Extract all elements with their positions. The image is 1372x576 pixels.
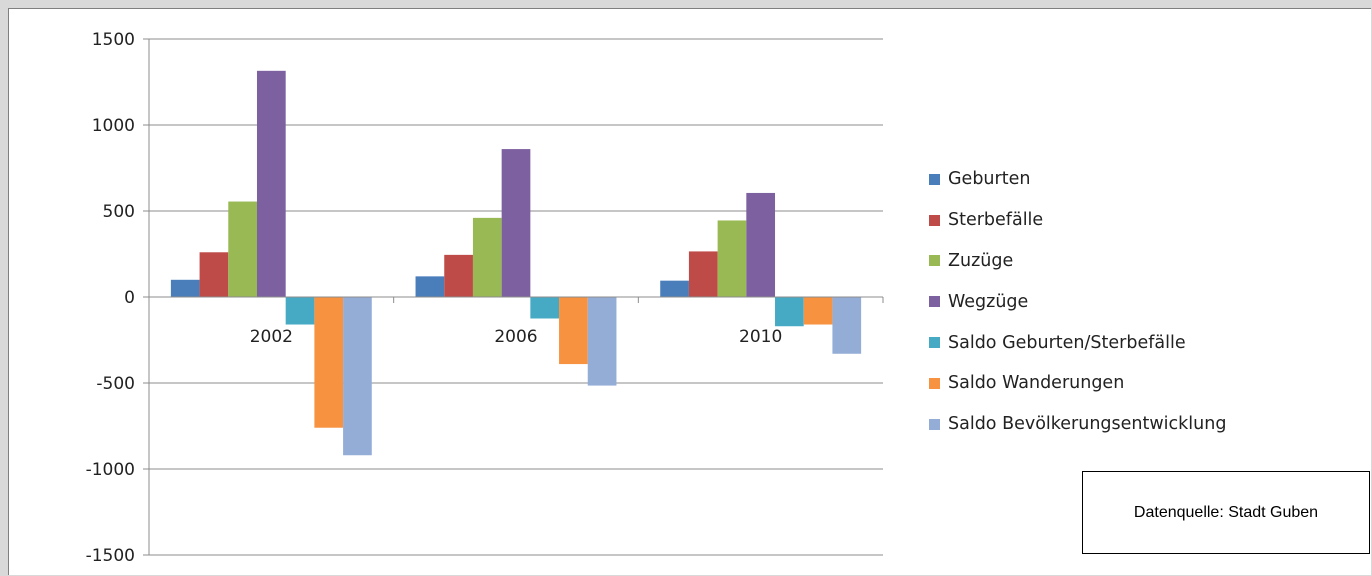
bar (803, 297, 833, 325)
bar (832, 297, 862, 354)
bar (314, 297, 344, 428)
legend-label: Wegzüge (948, 291, 1029, 312)
bar (256, 70, 286, 297)
x-category-label: 2002 (250, 327, 293, 347)
bar (199, 252, 229, 297)
source-note: Datenquelle: Stadt Guben (1133, 503, 1319, 521)
y-tick-label: -500 (96, 374, 135, 394)
bar (415, 276, 445, 297)
legend-label: Geburten (948, 169, 1031, 190)
bar (688, 251, 718, 297)
legend-label: Sterbefälle (948, 210, 1044, 231)
y-tick-label: 1000 (92, 116, 135, 136)
bar (444, 254, 473, 297)
legend-item: Saldo Geburten/Sterbefälle (929, 322, 1226, 363)
y-tick-label: -1000 (86, 460, 135, 480)
bar (285, 297, 315, 325)
bar (472, 217, 502, 297)
bar (228, 201, 257, 297)
bar (587, 297, 617, 386)
bar (343, 297, 372, 456)
bar (775, 297, 804, 327)
x-category-label: 2010 (739, 327, 782, 347)
bar (559, 297, 588, 365)
source-note-box: Datenquelle: Stadt Guben (1082, 471, 1370, 554)
bar (717, 220, 747, 297)
y-tick-label: -1500 (86, 546, 135, 566)
legend-label: Zuzüge (948, 250, 1014, 271)
axes (143, 38, 884, 556)
legend-item: Wegzüge (929, 281, 1226, 322)
legend-label: Saldo Geburten/Sterbefälle (948, 332, 1186, 353)
legend-item: Zuzüge (929, 241, 1226, 282)
bars (170, 70, 862, 456)
legend-item: Saldo Bevölkerungsentwicklung (929, 404, 1226, 445)
legend-item: Geburten (929, 159, 1226, 200)
legend: Geburten Sterbefälle Zuzüge Wegzüge Saldo Ge… (929, 159, 1226, 445)
legend-swatch (929, 296, 940, 308)
legend-swatch (929, 173, 940, 185)
bar (530, 297, 560, 319)
legend-label: Saldo Wanderungen (948, 373, 1125, 394)
x-category-label: 2006 (494, 327, 537, 347)
legend-label: Saldo Bevölkerungsentwicklung (948, 414, 1227, 435)
bar (660, 280, 689, 297)
bar (746, 192, 776, 297)
legend-swatch (929, 214, 940, 226)
y-tick-label: 500 (103, 202, 135, 222)
y-tick-label: 0 (124, 288, 135, 308)
bar (170, 279, 200, 297)
bar (501, 149, 531, 297)
bar-chart: 1500 1000 500 0 -500 -1000 -1500 2002 2006 2010 (86, 30, 884, 566)
legend-swatch (929, 377, 940, 389)
labels: 1500 1000 500 0 -500 -1000 -1500 2002 2006 2010 (86, 30, 783, 566)
legend-swatch (929, 418, 940, 430)
legend-swatch (929, 255, 940, 267)
y-tick-label: 1500 (92, 30, 135, 50)
legend-item: Saldo Wanderungen (929, 363, 1226, 404)
legend-item: Sterbefälle (929, 200, 1226, 241)
legend-swatch (929, 337, 940, 349)
chart-frame: 1500 1000 500 0 -500 -1000 -1500 2002 2006 2010 G… (8, 8, 1371, 575)
